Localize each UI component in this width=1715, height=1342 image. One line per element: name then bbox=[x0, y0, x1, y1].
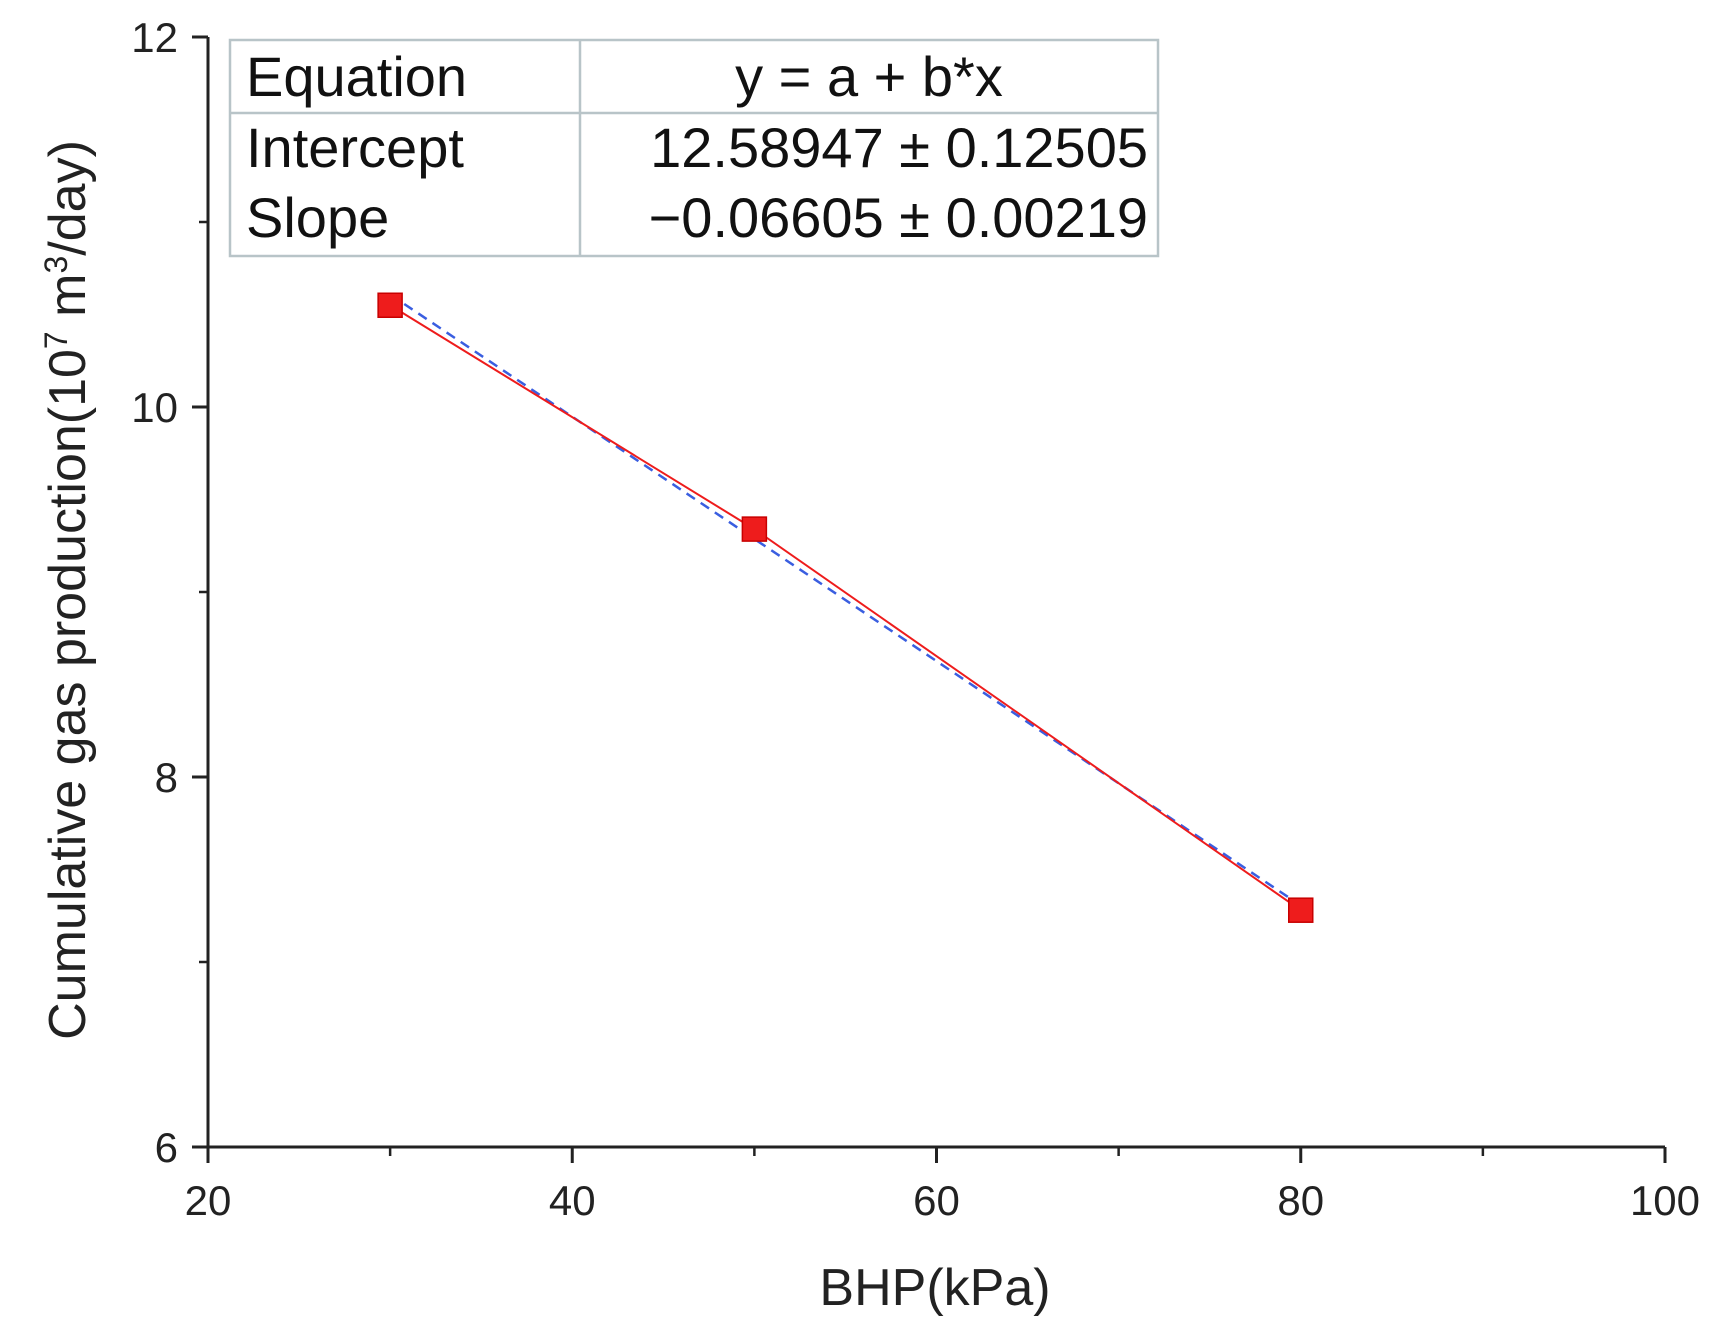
y-axis-title-sup2: 3 bbox=[38, 256, 74, 274]
y-tick-label: 12 bbox=[131, 14, 178, 61]
x-axis-title: BHP(kPa) bbox=[819, 1259, 1050, 1317]
series-line bbox=[389, 304, 1302, 912]
y-axis-title-end: /day) bbox=[39, 140, 97, 256]
fit-table-value: 12.58947 ± 0.12505 bbox=[650, 116, 1148, 179]
y-axis-title-mid: m bbox=[39, 274, 97, 332]
axes: 20 40 60 80 100 6 8 10 12 bbox=[131, 14, 1700, 1224]
x-tick-label: 40 bbox=[549, 1177, 596, 1224]
y-tick-label: 10 bbox=[131, 384, 178, 431]
y-tick-label: 8 bbox=[155, 754, 178, 801]
chart-marks bbox=[377, 292, 1314, 923]
data-point bbox=[1288, 897, 1314, 923]
x-tick-label: 60 bbox=[913, 1177, 960, 1224]
data-point bbox=[377, 292, 403, 318]
y-tick-label: 6 bbox=[155, 1124, 178, 1171]
x-tick-label: 20 bbox=[185, 1177, 232, 1224]
y-axis-title: Cumulative gas production(107 m3/day) bbox=[38, 140, 97, 1040]
data-point bbox=[741, 516, 768, 542]
y-axis-title-sup1: 7 bbox=[38, 331, 74, 349]
fit-table-value: −0.06605 ± 0.00219 bbox=[649, 186, 1148, 249]
fit-table-label: Slope bbox=[246, 186, 389, 249]
x-tick-label: 80 bbox=[1277, 1177, 1324, 1224]
y-axis-title-main: Cumulative gas production(10 bbox=[39, 349, 97, 1040]
x-tick-label: 100 bbox=[1630, 1177, 1700, 1224]
fit-line bbox=[389, 293, 1302, 907]
fit-table-label: Equation bbox=[246, 45, 467, 108]
fit-table-label: Intercept bbox=[246, 116, 464, 179]
fit-table-frame bbox=[228, 38, 1160, 258]
fit-table-value: y = a + b*x bbox=[735, 45, 1003, 108]
fit-table: Equation y = a + b*x Intercept 12.58947 ± 0… bbox=[228, 38, 1160, 258]
